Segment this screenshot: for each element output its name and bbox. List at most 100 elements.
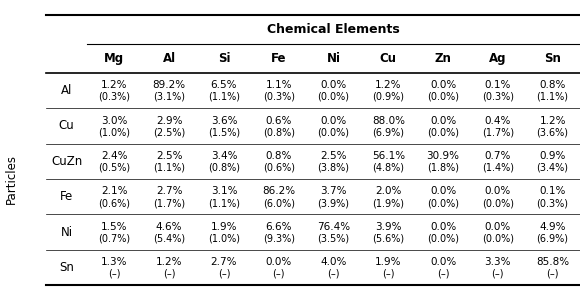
- Text: (1.9%): (1.9%): [372, 198, 404, 208]
- Text: 1.9%: 1.9%: [375, 257, 401, 267]
- Text: (3.1%): (3.1%): [153, 92, 185, 102]
- Text: (1.8%): (1.8%): [427, 163, 459, 173]
- Text: Mg: Mg: [104, 52, 125, 65]
- Text: (3.8%): (3.8%): [317, 163, 350, 173]
- Text: (–): (–): [492, 269, 504, 279]
- Text: (9.3%): (9.3%): [263, 233, 295, 244]
- Text: 1.1%: 1.1%: [266, 80, 292, 90]
- Text: (1.0%): (1.0%): [99, 127, 130, 137]
- Text: (0.0%): (0.0%): [427, 198, 459, 208]
- Text: Fe: Fe: [271, 52, 287, 65]
- Text: Al: Al: [61, 84, 72, 97]
- Text: 2.5%: 2.5%: [156, 151, 183, 161]
- Text: (1.0%): (1.0%): [208, 233, 240, 244]
- Text: (6.9%): (6.9%): [536, 233, 568, 244]
- Text: (1.1%): (1.1%): [208, 198, 240, 208]
- Text: 30.9%: 30.9%: [426, 151, 459, 161]
- Text: Ni: Ni: [61, 226, 72, 239]
- Text: 0.6%: 0.6%: [266, 116, 292, 125]
- Text: (0.0%): (0.0%): [317, 127, 350, 137]
- Text: 0.1%: 0.1%: [485, 80, 511, 90]
- Text: 3.9%: 3.9%: [375, 222, 401, 232]
- Text: (0.0%): (0.0%): [427, 92, 459, 102]
- Text: 3.1%: 3.1%: [211, 186, 237, 196]
- Text: (0.5%): (0.5%): [99, 163, 130, 173]
- Text: 76.4%: 76.4%: [317, 222, 350, 232]
- Text: (4.8%): (4.8%): [372, 163, 404, 173]
- Text: 3.3%: 3.3%: [484, 257, 511, 267]
- Text: (–): (–): [273, 269, 285, 279]
- Text: (0.6%): (0.6%): [99, 198, 130, 208]
- Text: (–): (–): [437, 269, 450, 279]
- Text: (6.9%): (6.9%): [372, 127, 404, 137]
- Text: 0.0%: 0.0%: [430, 80, 456, 90]
- Text: 0.0%: 0.0%: [430, 257, 456, 267]
- Text: 4.9%: 4.9%: [539, 222, 566, 232]
- Text: 0.8%: 0.8%: [539, 80, 566, 90]
- Text: 0.0%: 0.0%: [266, 257, 292, 267]
- Text: (1.5%): (1.5%): [208, 127, 240, 137]
- Text: (0.3%): (0.3%): [536, 198, 568, 208]
- Text: (0.3%): (0.3%): [482, 92, 514, 102]
- Text: 3.4%: 3.4%: [211, 151, 237, 161]
- Text: Cu: Cu: [59, 119, 75, 132]
- Text: 2.5%: 2.5%: [320, 151, 347, 161]
- Text: (3.6%): (3.6%): [536, 127, 568, 137]
- Text: 2.9%: 2.9%: [156, 116, 183, 125]
- Text: 3.7%: 3.7%: [320, 186, 347, 196]
- Text: 2.1%: 2.1%: [101, 186, 128, 196]
- Text: Sn: Sn: [544, 52, 561, 65]
- Text: (0.0%): (0.0%): [317, 92, 350, 102]
- Text: Zn: Zn: [434, 52, 451, 65]
- Text: (–): (–): [108, 269, 121, 279]
- Text: Ag: Ag: [489, 52, 506, 65]
- Text: 0.1%: 0.1%: [539, 186, 566, 196]
- Text: 89.2%: 89.2%: [153, 80, 186, 90]
- Text: (–): (–): [163, 269, 175, 279]
- Text: (1.1%): (1.1%): [536, 92, 568, 102]
- Text: (–): (–): [218, 269, 230, 279]
- Text: (0.3%): (0.3%): [263, 92, 295, 102]
- Text: (1.4%): (1.4%): [482, 163, 514, 173]
- Text: 1.3%: 1.3%: [101, 257, 128, 267]
- Text: (0.7%): (0.7%): [99, 233, 130, 244]
- Text: 1.2%: 1.2%: [101, 80, 128, 90]
- Text: 1.2%: 1.2%: [156, 257, 183, 267]
- Text: Chemical Elements: Chemical Elements: [267, 23, 400, 36]
- Text: (1.7%): (1.7%): [153, 198, 185, 208]
- Text: Cu: Cu: [380, 52, 397, 65]
- Text: 0.4%: 0.4%: [485, 116, 511, 125]
- Text: 0.0%: 0.0%: [430, 222, 456, 232]
- Text: 3.6%: 3.6%: [211, 116, 237, 125]
- Text: 4.0%: 4.0%: [320, 257, 347, 267]
- Text: 0.8%: 0.8%: [266, 151, 292, 161]
- Text: 0.0%: 0.0%: [430, 186, 456, 196]
- Text: 1.2%: 1.2%: [539, 116, 566, 125]
- Text: (–): (–): [382, 269, 394, 279]
- Text: (3.5%): (3.5%): [317, 233, 350, 244]
- Text: (0.3%): (0.3%): [99, 92, 130, 102]
- Text: 88.0%: 88.0%: [372, 116, 405, 125]
- Text: (–): (–): [327, 269, 340, 279]
- Text: 4.6%: 4.6%: [156, 222, 183, 232]
- Text: 1.5%: 1.5%: [101, 222, 128, 232]
- Text: (5.6%): (5.6%): [372, 233, 404, 244]
- Text: 2.0%: 2.0%: [375, 186, 401, 196]
- Text: 56.1%: 56.1%: [372, 151, 405, 161]
- Text: 0.9%: 0.9%: [539, 151, 566, 161]
- Text: (0.8%): (0.8%): [208, 163, 240, 173]
- Text: (0.8%): (0.8%): [263, 127, 295, 137]
- Text: 3.0%: 3.0%: [101, 116, 128, 125]
- Text: Sn: Sn: [59, 261, 74, 274]
- Text: 0.7%: 0.7%: [485, 151, 511, 161]
- Text: Al: Al: [162, 52, 176, 65]
- Text: 6.6%: 6.6%: [266, 222, 292, 232]
- Text: (1.1%): (1.1%): [208, 92, 240, 102]
- Text: 2.7%: 2.7%: [156, 186, 183, 196]
- Text: 2.7%: 2.7%: [211, 257, 237, 267]
- Text: (6.0%): (6.0%): [263, 198, 295, 208]
- Text: Si: Si: [218, 52, 230, 65]
- Text: Particles: Particles: [5, 154, 18, 204]
- Text: 0.0%: 0.0%: [320, 116, 347, 125]
- Text: (1.7%): (1.7%): [482, 127, 514, 137]
